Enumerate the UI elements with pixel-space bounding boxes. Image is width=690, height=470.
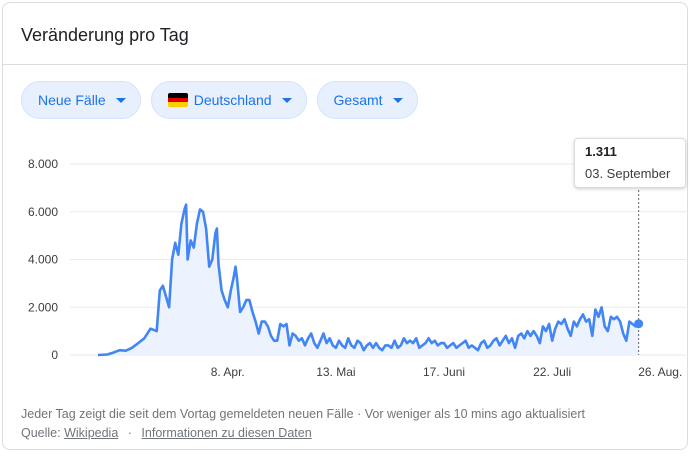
x-tick-label: 8. Apr. — [211, 365, 245, 379]
cases-chart[interactable]: 0 2.000 4.000 6.000 8.000 8. Apr. 13. Mai 17. J… — [0, 0, 690, 400]
flag-stripe-2 — [167, 97, 188, 103]
card-title: Veränderung pro Tag — [21, 25, 189, 45]
series-line — [97, 203, 640, 357]
y-tick-label: 6.000 — [28, 205, 58, 219]
x-tick-label: 22. Juli — [533, 365, 571, 379]
x-tick-label: 13. Mai — [316, 365, 355, 379]
y-tick-label: 0 — [51, 348, 58, 362]
footer-note: Jeder Tag zeigt die seit dem Vortag geme… — [21, 407, 585, 421]
footer-separator: · — [127, 426, 132, 440]
scope-dropdown[interactable]: Gesamt — [316, 81, 418, 119]
footer-source: Quelle: Wikipedia · Informationen zu die… — [21, 424, 585, 443]
scope-dropdown-label: Gesamt — [333, 92, 383, 108]
x-tick-label: 17. Juni — [423, 365, 465, 379]
wikipedia-link[interactable]: Wikipedia — [64, 426, 119, 440]
flag-stripe-3 — [167, 102, 188, 107]
flag-stripe-1 — [167, 93, 188, 98]
y-tick-label: 8.000 — [28, 157, 58, 171]
country-dropdown[interactable]: Deutschland — [150, 81, 307, 119]
y-tick-label: 4.000 — [28, 253, 58, 267]
x-tick-label: 26. Aug. — [638, 365, 682, 379]
country-dropdown-label: Deutschland — [193, 92, 272, 108]
caret-down-icon — [281, 97, 292, 103]
caret-down-icon — [392, 97, 403, 103]
metric-dropdown-label: Neue Fälle — [38, 92, 106, 108]
chart-footer: Jeder Tag zeigt die seit dem Vortag geme… — [21, 405, 585, 443]
series-area — [98, 204, 639, 355]
tooltip-value: 1.311 — [585, 144, 617, 159]
filter-bar: Neue Fälle Deutschland Gesamt — [21, 81, 418, 119]
divider — [3, 64, 687, 65]
source-label: Quelle: — [21, 426, 61, 440]
chart-tooltip: 1.311 03. September — [574, 138, 686, 188]
y-tick-label: 2.000 — [28, 300, 58, 314]
caret-down-icon — [115, 97, 126, 103]
tooltip-date: 03. September — [585, 166, 671, 181]
chart-card: Veränderung pro Tag Neue Fälle Deutschla… — [2, 2, 688, 450]
metric-dropdown[interactable]: Neue Fälle — [21, 81, 141, 119]
data-info-link[interactable]: Informationen zu diesen Daten — [141, 426, 312, 440]
hover-point — [634, 319, 644, 329]
germany-flag-icon — [167, 93, 188, 107]
